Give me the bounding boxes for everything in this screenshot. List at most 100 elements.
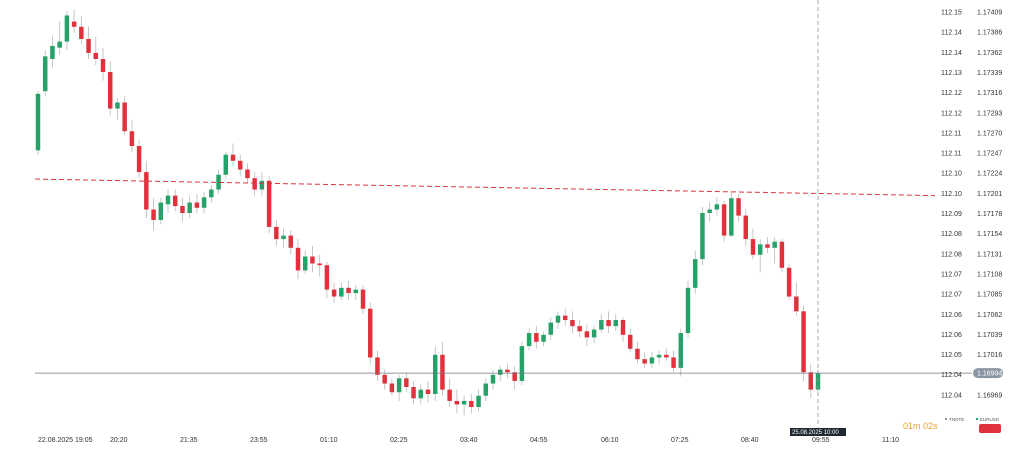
candle — [490, 369, 496, 390]
left-axis-tick: 112.12 — [941, 110, 962, 117]
candle — [627, 328, 633, 353]
candle-body — [548, 322, 554, 335]
candle-body — [801, 311, 806, 373]
trendline[interactable] — [34, 178, 936, 197]
candle — [122, 96, 127, 135]
candle — [794, 282, 799, 316]
candle-body — [86, 38, 91, 53]
candle-body — [245, 169, 250, 179]
right-axis-tick: 1.17362 — [977, 50, 1002, 57]
candle — [360, 285, 366, 314]
candle — [483, 378, 489, 401]
candle — [245, 163, 250, 184]
candle — [664, 348, 669, 361]
candle — [736, 193, 741, 222]
candle — [440, 341, 445, 396]
candle — [757, 239, 763, 273]
candle — [461, 395, 467, 416]
candle — [447, 378, 452, 408]
left-axis-tick: 112.11 — [941, 130, 961, 137]
candle-body — [454, 400, 460, 405]
time-axis-tick: 09:55 — [812, 437, 830, 444]
candle — [252, 172, 257, 196]
candle-body — [779, 241, 785, 268]
candle-body — [432, 354, 438, 394]
candle — [714, 197, 720, 216]
time-axis: 22.08.2025 19:05 20:20 21:35 23:55 01:10 02:2… — [38, 437, 899, 444]
candle-body — [490, 374, 496, 384]
candle-body — [613, 320, 619, 327]
sell-button[interactable] — [979, 424, 1001, 433]
candle-body — [35, 93, 41, 151]
candle — [765, 237, 770, 254]
candle-body — [107, 72, 113, 109]
candle-timer: 01m 02s — [903, 421, 938, 431]
candle — [808, 363, 814, 399]
candle — [432, 346, 438, 401]
candle-body — [411, 387, 416, 399]
candle-body — [180, 206, 185, 213]
candle — [555, 311, 561, 329]
left-axis-tick: 112.09 — [941, 211, 962, 218]
candle-body — [476, 395, 481, 408]
candle-body — [165, 195, 171, 205]
candle-body — [317, 263, 322, 266]
candle-body — [57, 41, 62, 48]
candle-body — [794, 296, 799, 312]
candle-body — [577, 326, 582, 332]
left-axis-tick: 112.15 — [941, 10, 962, 17]
time-axis-tick: 20:20 — [110, 437, 128, 444]
candle-body — [331, 289, 337, 297]
candle-body — [714, 204, 720, 210]
candle — [497, 366, 503, 381]
right-axis-tick: 1.17316 — [977, 90, 1002, 97]
candle — [635, 341, 640, 364]
candle-body — [425, 389, 431, 394]
candle — [613, 313, 619, 332]
candle — [71, 9, 77, 33]
time-axis-tick: 06:10 — [601, 437, 619, 444]
candle — [129, 119, 135, 153]
candle — [425, 380, 431, 403]
candle — [375, 350, 380, 381]
candle — [396, 374, 402, 401]
candle — [324, 261, 330, 299]
candle — [671, 350, 676, 373]
candle — [136, 139, 142, 179]
right-axis-tick: 1.17108 — [977, 271, 1002, 278]
candle — [295, 239, 301, 280]
candle-body — [281, 235, 286, 240]
left-axis-tick: 112.06 — [941, 312, 962, 319]
candle-body — [642, 359, 647, 364]
candle-body — [223, 154, 229, 175]
candle-body — [483, 383, 489, 396]
candle-body — [93, 52, 99, 59]
candle — [685, 280, 691, 338]
candle-body — [136, 145, 142, 173]
candle-body — [678, 333, 684, 368]
candle — [750, 228, 756, 260]
candle-body — [302, 256, 308, 271]
right-axis-tick: 1.17386 — [977, 30, 1002, 37]
candle-body — [151, 209, 156, 220]
right-axis-tick: 1.17178 — [977, 211, 1002, 218]
candle — [606, 311, 611, 334]
candle — [534, 326, 539, 349]
left-axis-tick: 112.05 — [941, 352, 962, 359]
candle-body — [627, 334, 633, 349]
candle — [180, 198, 185, 222]
legend: TNOTE EURUSD — [945, 417, 1000, 422]
candle — [382, 369, 387, 390]
candle — [721, 200, 727, 242]
candle — [50, 35, 55, 68]
right-axis-tick: 1.17224 — [977, 171, 1002, 178]
candle — [151, 198, 156, 231]
left-axis-tick: 112.06 — [941, 332, 962, 339]
candle-body — [274, 226, 279, 240]
candle-body — [461, 400, 467, 405]
left-axis-tick: 112.14 — [941, 50, 962, 57]
crosshair-time-tag: 25.08.2025 10:00 — [790, 428, 846, 436]
candle-body — [259, 180, 265, 190]
candle-body — [418, 389, 424, 399]
